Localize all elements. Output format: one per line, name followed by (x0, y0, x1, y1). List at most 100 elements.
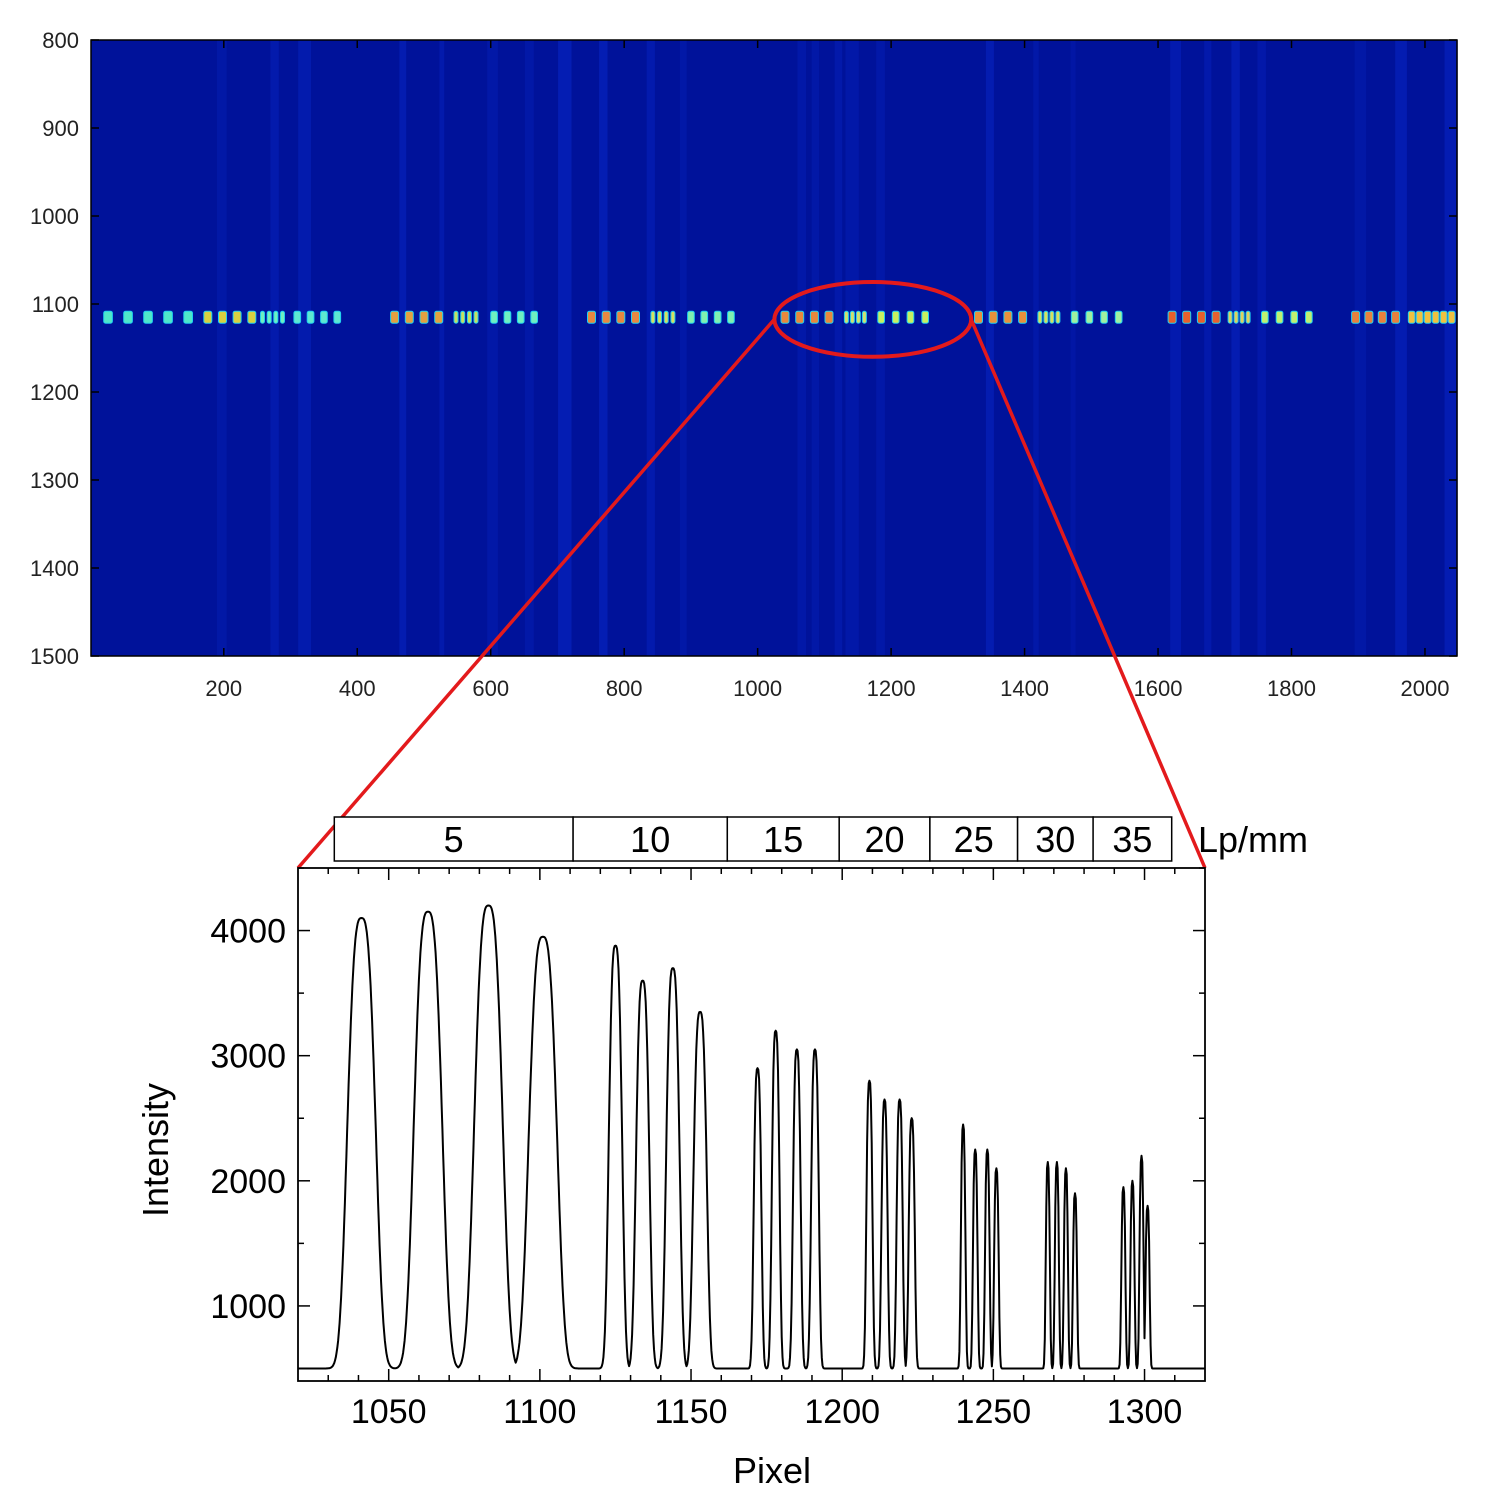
heatmap-bar-61 (1070, 310, 1079, 324)
heatmap-y-tick-label-1200: 1200 (30, 380, 79, 405)
heatmap-bar-37 (687, 310, 695, 324)
heatmap-x-tick-label-200: 200 (205, 676, 242, 701)
heatmap-bar-41 (780, 310, 790, 324)
heatmap-bar-43 (809, 310, 819, 324)
lp-band-label-25: 25 (954, 819, 994, 860)
plot-x-tick-label-1200: 1200 (804, 1393, 880, 1431)
heatmap-column-3 (399, 40, 407, 656)
heatmap-x-tick-label-1200: 1200 (867, 676, 916, 701)
heatmap-bar-42 (795, 310, 805, 324)
heatmap-bar-51 (906, 310, 915, 324)
connector-left (296, 318, 776, 870)
lp-band-label-15: 15 (763, 819, 803, 860)
heatmap-bar-57 (1037, 310, 1043, 324)
heatmap-bar-66 (1182, 310, 1192, 324)
heatmap-column-1 (270, 40, 279, 656)
heatmap-bar-9 (260, 310, 265, 324)
heatmap-bar-54 (988, 310, 998, 324)
heatmap-bar-39 (713, 310, 722, 324)
heatmap-x-tick-label-1800: 1800 (1267, 676, 1316, 701)
heatmap-column-18 (1070, 40, 1076, 656)
connector-right (969, 318, 1207, 869)
heatmap-bar-8 (247, 310, 257, 324)
heatmap-bar-70 (1233, 310, 1239, 324)
heatmap-column-2 (298, 40, 311, 656)
heatmap-bar-6 (218, 310, 227, 324)
heatmap-column-16 (985, 40, 994, 656)
lp-band-label-10: 10 (630, 819, 670, 860)
heatmap-y-tick-label-1500: 1500 (30, 644, 79, 669)
heatmap-bar-20 (434, 310, 444, 324)
lp-band-5 (333, 816, 574, 862)
heatmap-bar-3 (163, 310, 173, 324)
heatmap-bar-7 (232, 310, 242, 324)
heatmap-bar-44 (824, 310, 834, 324)
heatmap-x-tick-label-1600: 1600 (1134, 676, 1183, 701)
plot-x-tick-label-1050: 1050 (351, 1393, 427, 1431)
lp-band-strip: 5 10 15 20 25 30 35 (333, 816, 1173, 862)
heatmap-bar-28 (530, 310, 538, 324)
lp-band-20 (838, 816, 931, 862)
heatmap-column-15 (876, 40, 885, 656)
heatmap-bar-68 (1211, 310, 1221, 324)
lp-band-label-5: 5 (444, 819, 464, 860)
lp-unit-label: Lp/mm (1198, 819, 1308, 860)
lp-band-label-30: 30 (1035, 819, 1075, 860)
heatmap-bar-82 (1415, 310, 1424, 324)
heatmap-bar-29 (587, 310, 596, 324)
heatmap-background (91, 40, 1457, 656)
heatmap-bar-2 (143, 310, 153, 324)
heatmap-bar-0 (103, 310, 113, 324)
heatmap-bar-83 (1423, 310, 1432, 324)
heatmap-y-tick-label-1100: 1100 (32, 292, 79, 317)
heatmap-column-10 (679, 40, 687, 656)
heatmap-bar-53 (974, 310, 983, 324)
heatmap-column-24 (1395, 40, 1407, 656)
heatmap-bar-26 (503, 310, 512, 324)
heatmap-y-tick-label-1300: 1300 (30, 468, 79, 493)
intensity-series-line (297, 904, 1206, 1370)
heatmap-bar-62 (1085, 310, 1094, 324)
heatmap-bar-19 (419, 310, 429, 324)
plot-y-tick-label-3000: 3000 (210, 1038, 286, 1076)
plot-x-tick-label-1150: 1150 (654, 1393, 727, 1431)
lp-band-label-20: 20 (864, 819, 904, 860)
heatmap-bar-17 (390, 310, 400, 324)
plot-x-axis: 1050 1100 1150 1200 1250 1300 (327, 868, 1183, 1431)
heatmap-bar-12 (280, 310, 285, 324)
heatmap-column-6 (524, 40, 534, 656)
heatmap-column-8 (599, 40, 608, 656)
heatmap-bar-1 (123, 310, 133, 324)
heatmap-bar-58 (1043, 310, 1049, 324)
heatmap-frame (90, 39, 1458, 657)
heatmap-column-25 (1444, 40, 1458, 656)
lp-band-10 (572, 816, 729, 862)
heatmap-bar-pattern (103, 310, 1456, 324)
plot-y-tick-label-2000: 2000 (210, 1163, 286, 1201)
heatmap-column-0 (217, 40, 227, 656)
heatmap-bar-23 (466, 310, 472, 324)
heatmap-x-tick-label-800: 800 (606, 676, 643, 701)
heatmap-bar-46 (849, 310, 855, 324)
heatmap-bar-27 (516, 310, 525, 324)
heatmap-column-23 (1354, 40, 1367, 656)
heatmap-bar-73 (1261, 310, 1269, 324)
heatmap-x-tick-label-400: 400 (339, 676, 376, 701)
heatmap-x-tick-label-1000: 1000 (733, 676, 782, 701)
heatmap-bar-36 (670, 310, 676, 324)
heatmap-bar-38 (700, 310, 709, 324)
heatmap-bar-14 (306, 310, 315, 324)
heatmap-bar-49 (877, 310, 885, 324)
heatmap-y-tick-label-900: 900 (42, 116, 79, 141)
plot-x-tick-label-1300: 1300 (1107, 1393, 1183, 1431)
heatmap-bar-10 (266, 310, 272, 324)
heatmap-column-7 (558, 40, 572, 656)
heatmap-bar-86 (1447, 310, 1456, 324)
heatmap-column-texture (217, 40, 1458, 656)
heatmap-bar-45 (843, 310, 849, 324)
heatmap-column-9 (646, 40, 655, 656)
plot-y-axis: 1000 2000 3000 4000 (210, 867, 1205, 1370)
heatmap-bar-75 (1290, 310, 1299, 324)
heatmap-bar-34 (657, 310, 663, 324)
